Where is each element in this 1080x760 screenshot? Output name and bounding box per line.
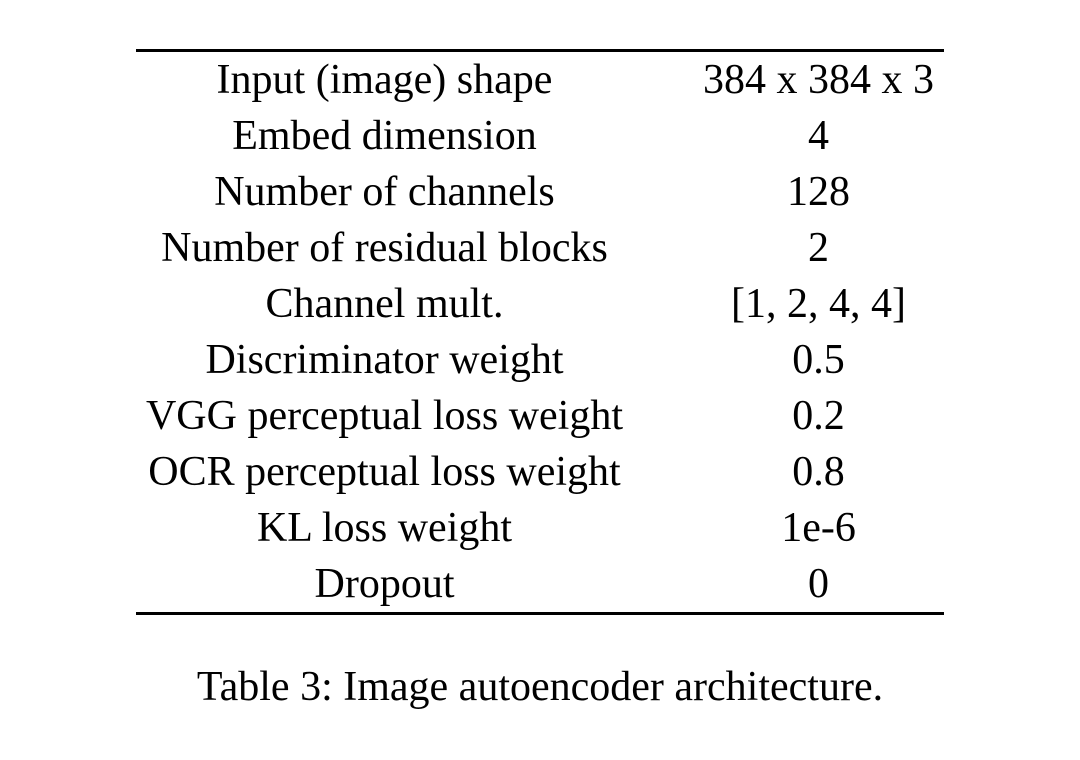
row-value: 1e-6 <box>663 500 944 556</box>
table-row: Number of channels 128 <box>136 164 944 220</box>
table-row: Discriminator weight 0.5 <box>136 332 944 388</box>
row-label: OCR perceptual loss weight <box>136 444 663 500</box>
table-row: Number of residual blocks 2 <box>136 220 944 276</box>
table-row: Input (image) shape 384 x 384 x 3 <box>136 50 944 108</box>
row-label: VGG perceptual loss weight <box>136 388 663 444</box>
row-value: 0.5 <box>663 332 944 388</box>
row-value: 0.2 <box>663 388 944 444</box>
row-value: 0.8 <box>663 444 944 500</box>
table-row: KL loss weight 1e-6 <box>136 500 944 556</box>
row-label: Dropout <box>136 556 663 614</box>
row-value: 384 x 384 x 3 <box>663 50 944 108</box>
row-value: 128 <box>663 164 944 220</box>
row-label: Embed dimension <box>136 108 663 164</box>
row-label: Number of residual blocks <box>136 220 663 276</box>
table-row: Dropout 0 <box>136 556 944 614</box>
table-row: VGG perceptual loss weight 0.2 <box>136 388 944 444</box>
row-label: Input (image) shape <box>136 50 663 108</box>
row-label: Number of channels <box>136 164 663 220</box>
table-row: Embed dimension 4 <box>136 108 944 164</box>
table-container: Input (image) shape 384 x 384 x 3 Embed … <box>136 49 944 712</box>
row-value: 4 <box>663 108 944 164</box>
table-row: Channel mult. [1, 2, 4, 4] <box>136 276 944 332</box>
row-value: [1, 2, 4, 4] <box>663 276 944 332</box>
row-label: KL loss weight <box>136 500 663 556</box>
row-label: Channel mult. <box>136 276 663 332</box>
row-value: 2 <box>663 220 944 276</box>
row-label: Discriminator weight <box>136 332 663 388</box>
table-row: OCR perceptual loss weight 0.8 <box>136 444 944 500</box>
hparam-table: Input (image) shape 384 x 384 x 3 Embed … <box>136 49 944 616</box>
table-caption: Table 3: Image autoencoder architecture. <box>197 663 883 711</box>
row-value: 0 <box>663 556 944 614</box>
table-body: Input (image) shape 384 x 384 x 3 Embed … <box>136 50 944 614</box>
